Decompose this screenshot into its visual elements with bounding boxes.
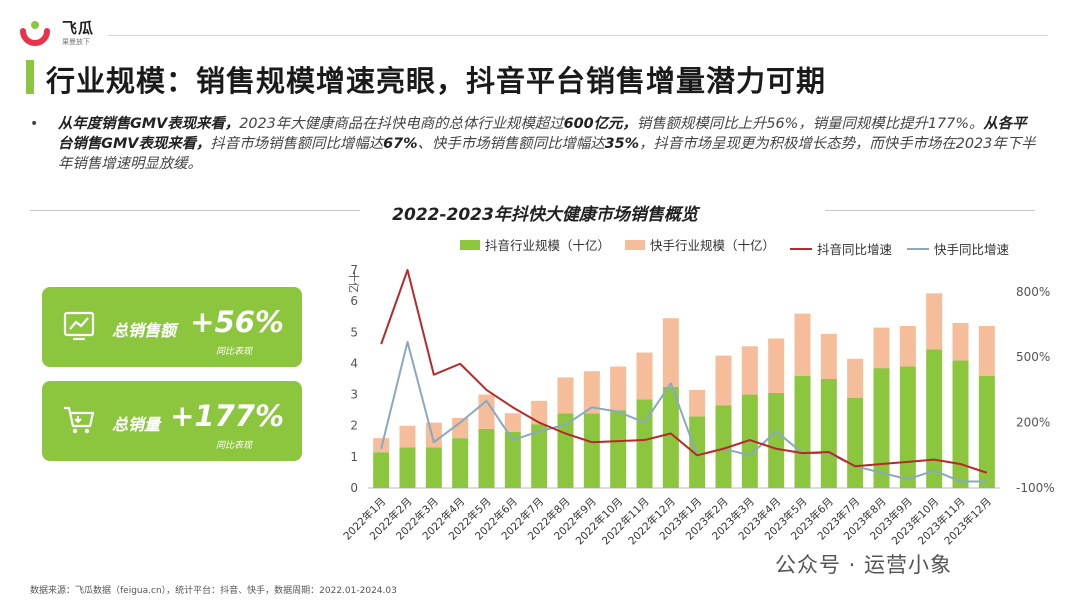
bar-dy-scale <box>952 360 969 488</box>
watermark: 公众号 · 运营小象 <box>775 553 953 577</box>
summary-text-1b: 销售额规模同比上升56%，销量同规模比提升177%。 <box>636 116 984 132</box>
y-tick-label: 6 <box>350 294 358 308</box>
legend-item-dy-scale: 抖音行业规模（十亿） <box>460 235 610 254</box>
bar-ks-scale <box>425 422 442 448</box>
bar-ks-scale <box>899 326 916 367</box>
y2-tick-label: -100% <box>1016 481 1055 495</box>
bar-dy-scale <box>583 413 600 488</box>
bar-dy-scale <box>926 349 943 488</box>
bar-dy-scale <box>794 375 811 488</box>
bar-dy-scale <box>504 431 521 488</box>
y-axis-label: 十亿 <box>347 271 361 293</box>
summary-value-3: 35% <box>604 136 640 152</box>
summary-text-1: 2023年大健康商品在抖快电商的总体行业规模超过 <box>239 116 564 132</box>
bar-ks-scale <box>636 352 653 400</box>
bar-ks-scale <box>478 394 495 429</box>
kpi-note: 同比表现 <box>215 441 252 451</box>
y-tick-label: 3 <box>350 388 358 402</box>
y-tick-label: 2 <box>350 419 358 433</box>
bar-dy-scale <box>399 447 416 488</box>
kpi-note: 同比表现 <box>215 347 252 357</box>
legend-item-dy-growth: 抖音同比增速 <box>790 239 892 258</box>
bar-dy-scale <box>610 410 627 488</box>
chart-title: 2022-2023年抖快大健康市场销售概览 <box>392 205 698 225</box>
title-accent-bar <box>26 60 34 94</box>
bar-dy-scale <box>978 375 995 488</box>
bar-ks-scale <box>557 377 574 414</box>
kpi-label: 总销量 <box>112 415 161 434</box>
bar-ks-scale <box>978 326 995 376</box>
chart-screen-icon <box>63 311 95 341</box>
bar-dy-scale <box>873 368 890 488</box>
bar-ks-scale <box>531 400 548 425</box>
summary-lead-1: 从年度销售GMV表现来看， <box>58 116 240 132</box>
legend-item-ks-scale: 快手行业规模（十亿） <box>625 235 775 254</box>
y2-tick-label: 500% <box>1016 350 1050 364</box>
chart-title-rule-right <box>825 210 1035 211</box>
bar-dy-scale <box>425 447 442 488</box>
bar-ks-scale <box>952 322 969 361</box>
line-dy-growth <box>380 269 988 474</box>
bar-dy-scale <box>768 393 785 488</box>
brand-name: 飞瓜 <box>62 19 95 37</box>
bar-ks-scale <box>794 313 811 376</box>
bar-ks-scale <box>583 371 600 414</box>
bar-ks-scale <box>715 355 732 406</box>
summary-value-1: 600亿元， <box>563 116 637 132</box>
y-tick-label: 4 <box>350 356 358 370</box>
bar-ks-scale <box>689 389 706 417</box>
chart-title-rule-left <box>30 210 360 211</box>
brand-tagline: 果曼放下 <box>62 38 90 46</box>
summary-lead-2: 从各平台销售GMV表现来看， <box>58 116 1027 152</box>
bar-dy-scale <box>662 386 679 488</box>
bar-dy-scale <box>899 366 916 488</box>
summary-text-2c: ，抖音市场呈现更为积极增长态势，而快手市场在2023年下半年销售增速明显放缓。 <box>58 136 1036 172</box>
bar-ks-scale <box>662 318 679 387</box>
summary-text-2b: 、快手市场销售额同比增幅达 <box>417 136 605 152</box>
kpi-card-volume: 总销量 +177% 同比表现 <box>42 381 302 461</box>
bar-dy-scale <box>373 452 390 488</box>
y2-tick-label: 200% <box>1016 416 1050 430</box>
bar-dy-scale <box>715 405 732 488</box>
y-tick-label: 5 <box>350 325 358 339</box>
line-ks-growth <box>380 340 987 483</box>
shopping-cart-icon <box>64 406 95 434</box>
legend-item-ks-growth: 快手同比增速 <box>907 239 1009 258</box>
bar-ks-scale <box>873 327 890 369</box>
bar-dy-scale <box>820 379 837 488</box>
bar-ks-scale <box>926 293 943 350</box>
bar-ks-scale <box>741 346 758 395</box>
bar-ks-scale <box>768 338 785 394</box>
bar-ks-scale <box>399 425 416 448</box>
bar-ks-scale <box>847 358 864 398</box>
y-tick-label: 1 <box>350 450 358 464</box>
bar-dy-scale <box>689 416 706 488</box>
kpi-value: +177% <box>170 399 284 433</box>
summary-value-2: 67% <box>383 136 418 152</box>
header-divider <box>108 35 1048 36</box>
brand-logo-icon <box>20 21 50 46</box>
chart-legend: 抖音行业规模（十亿） 快手行业规模（十亿） 抖音同比增速 快手同比增速 <box>460 235 1020 258</box>
y2-tick-label: 800% <box>1016 285 1050 299</box>
bar-dy-scale <box>478 428 495 488</box>
bar-dy-scale <box>847 397 864 488</box>
y-tick-label: 0 <box>350 481 358 495</box>
bar-dy-scale <box>531 424 548 488</box>
bar-dy-scale <box>741 394 758 488</box>
kpi-value: +56% <box>190 305 284 339</box>
kpi-card-sales: 总销售额 +56% 同比表现 <box>42 287 302 367</box>
bar-ks-scale <box>452 417 469 439</box>
bullet-icon: • <box>30 116 39 132</box>
summary-paragraph: • 从年度销售GMV表现来看，2023年大健康商品在抖快电商的总体行业规模超过6… <box>30 114 1040 174</box>
kpi-label: 总销售额 <box>112 321 177 340</box>
bar-dy-scale <box>452 438 469 488</box>
bar-ks-scale <box>504 413 521 432</box>
y-tick-label: 7 <box>350 263 358 277</box>
bar-ks-scale <box>820 333 837 379</box>
data-source-note: 数据来源：飞瓜数据（feigua.cn），统计平台：抖音、快手，数据周期：202… <box>30 586 397 596</box>
page-title: 行业规模：销售规模增速亮眼，抖音平台销售增量潜力可期 <box>46 64 827 98</box>
summary-text-2: 抖音市场销售额同比增幅达 <box>210 136 384 152</box>
bar-ks-scale <box>610 366 627 411</box>
